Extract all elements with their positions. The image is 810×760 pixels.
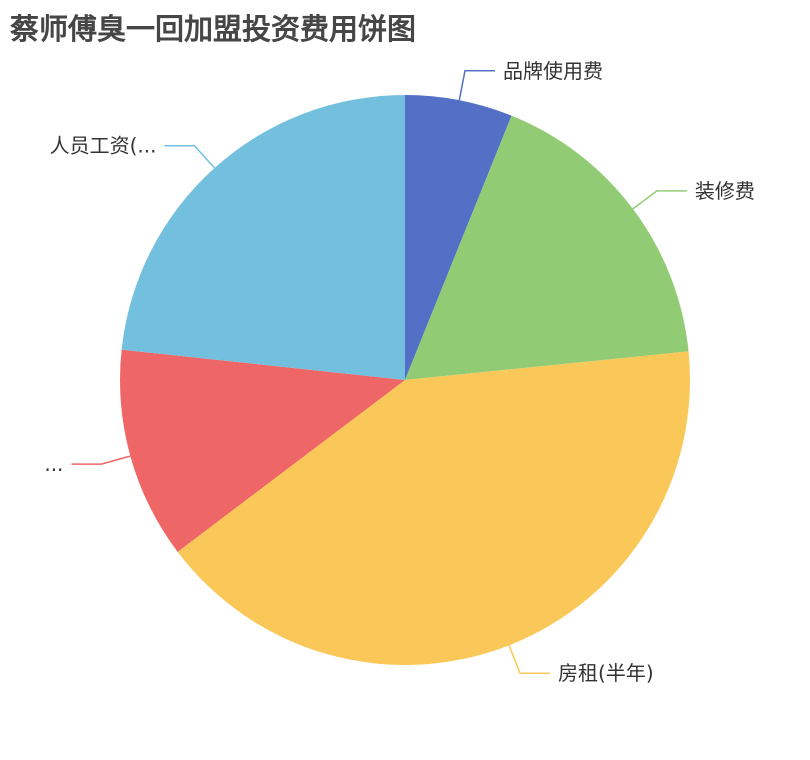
slice-label: 房租(半年) <box>558 661 654 685</box>
label-leader-line <box>164 144 216 169</box>
slice-label: ... <box>44 452 63 476</box>
chart-title: 蔡师傅臭一回加盟投资费用饼图 <box>10 12 417 46</box>
pie-slice[interactable] <box>177 351 690 665</box>
pie-slice[interactable] <box>121 95 406 380</box>
slice-label: 人员工资(... <box>50 134 157 158</box>
slice-label: 装修费 <box>695 179 755 203</box>
label-leader-line <box>71 455 131 465</box>
label-leader-line <box>508 645 551 674</box>
label-leader-line <box>458 70 495 101</box>
pie-slice[interactable] <box>405 115 689 380</box>
pie-slice[interactable] <box>405 95 512 380</box>
label-leader-line <box>632 190 687 210</box>
pie-slice[interactable] <box>120 349 406 552</box>
slice-label: 品牌使用费 <box>503 59 603 83</box>
